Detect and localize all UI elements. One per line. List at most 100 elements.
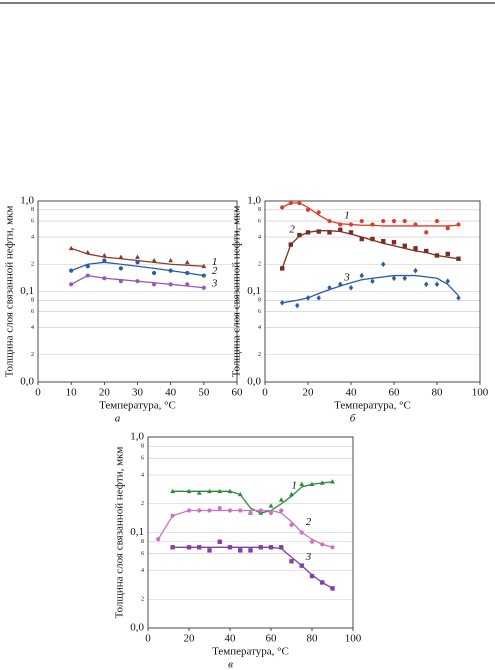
marker <box>118 279 124 284</box>
marker <box>359 236 364 242</box>
marker <box>320 542 325 547</box>
marker <box>434 253 440 258</box>
marker <box>288 200 293 206</box>
y-tick-label: 2 <box>141 597 144 603</box>
x-tick-label: 80 <box>307 633 319 645</box>
marker <box>238 508 243 513</box>
marker <box>456 256 461 261</box>
marker <box>297 232 302 238</box>
x-axis-label: Температура, °С <box>334 400 411 412</box>
marker <box>348 222 354 227</box>
marker <box>248 510 253 516</box>
marker <box>207 508 212 513</box>
marker <box>434 218 440 224</box>
x-tick-label: 20 <box>99 387 111 399</box>
x-tick-label: 100 <box>345 633 362 645</box>
marker <box>227 488 233 494</box>
marker <box>338 281 343 288</box>
marker <box>280 205 285 210</box>
x-tick-label: 50 <box>198 387 210 399</box>
y-tick-label: 6 <box>258 218 261 224</box>
marker <box>69 268 74 273</box>
marker <box>135 254 140 259</box>
trend-line <box>172 481 333 514</box>
marker <box>280 300 285 306</box>
y-tick-label: 1,0 <box>247 195 261 207</box>
marker <box>85 264 90 269</box>
marker <box>309 573 315 579</box>
marker <box>186 488 192 494</box>
marker <box>268 510 274 516</box>
series-label: 2 <box>212 265 218 277</box>
marker <box>424 281 429 288</box>
marker <box>102 276 107 281</box>
x-tick-label: 60 <box>389 387 401 399</box>
marker <box>445 278 450 284</box>
marker <box>330 545 335 550</box>
series-label: 1 <box>212 256 218 268</box>
marker <box>168 257 174 263</box>
x-tick-label: 10 <box>66 387 78 399</box>
marker <box>445 226 450 231</box>
plot-frame <box>264 200 481 383</box>
series-label: 2 <box>306 516 312 528</box>
marker <box>370 236 375 242</box>
marker <box>85 249 91 255</box>
caption: а <box>115 413 121 425</box>
marker <box>370 222 375 227</box>
y-tick-label: 2 <box>258 262 261 268</box>
marker <box>319 480 325 485</box>
y-tick-label: 4 <box>258 234 261 240</box>
marker <box>151 270 157 276</box>
trend-line <box>281 202 459 227</box>
marker <box>151 257 157 263</box>
marker <box>381 218 386 224</box>
y-tick-label: 0,0 <box>20 376 34 388</box>
trend-line <box>157 509 333 548</box>
y-tick-label: 1,0 <box>20 195 34 207</box>
marker <box>217 488 223 494</box>
marker <box>316 210 321 215</box>
marker <box>289 491 294 497</box>
marker <box>201 263 207 269</box>
x-tick-label: 60 <box>232 387 244 399</box>
x-tick-label: 20 <box>184 633 196 645</box>
marker <box>217 539 222 544</box>
series-label: 1 <box>292 480 298 492</box>
marker <box>278 497 284 502</box>
series-label: 2 <box>289 224 295 236</box>
marker <box>207 548 212 553</box>
marker <box>456 222 461 227</box>
trend-line <box>282 274 459 304</box>
x-tick-label: 0 <box>35 387 41 399</box>
marker <box>289 559 294 564</box>
marker <box>424 248 429 254</box>
marker <box>305 207 311 212</box>
marker <box>327 284 332 291</box>
y-tick-label: 8 <box>258 207 261 213</box>
marker <box>217 506 222 511</box>
x-tick-label: 0 <box>262 387 268 399</box>
y-tick-label: 6 <box>258 309 261 315</box>
marker <box>289 522 294 528</box>
y-tick-label: 0,1 <box>130 526 144 538</box>
marker <box>118 254 124 259</box>
y-tick-label: 4 <box>31 325 34 331</box>
x-tick-label: 0 <box>145 633 151 645</box>
marker <box>359 218 364 224</box>
y-tick-label: 2 <box>31 262 34 268</box>
marker <box>170 488 175 494</box>
marker <box>299 563 304 568</box>
marker <box>101 252 107 258</box>
y-tick-label: 0,0 <box>130 622 144 634</box>
marker <box>309 481 315 487</box>
series-label: 1 <box>344 209 350 221</box>
marker <box>135 260 140 265</box>
marker <box>135 279 140 284</box>
marker <box>370 278 375 284</box>
y-tick-label: 4 <box>31 234 34 240</box>
marker <box>185 282 190 287</box>
marker <box>299 530 304 535</box>
y-tick-label: 4 <box>141 472 144 478</box>
marker <box>258 510 264 515</box>
